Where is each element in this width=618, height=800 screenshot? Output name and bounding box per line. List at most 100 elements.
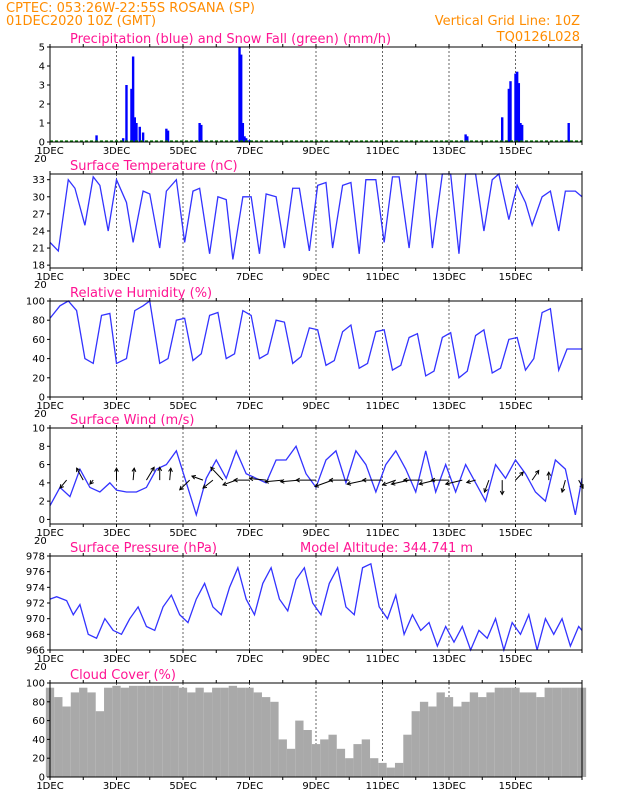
precip-bar [130,88,133,142]
cloud-bar [386,767,395,777]
y-tick-label: 970 [26,614,45,625]
wind-arrow-head [361,477,367,483]
x-tick-label: 11DEC [366,654,400,665]
x-tick-label: 13DEC [432,272,466,283]
cloud-bar [220,687,229,777]
cloud-bar [79,687,88,777]
cloud-bar [519,692,528,777]
wind-arrow [347,479,366,485]
cloud-bar [303,730,312,777]
wind-arrow [382,479,396,486]
y-tick-label: 60 [32,716,45,727]
y-tick-label: 40 [32,354,45,365]
y-tick-label: 2 [39,497,45,508]
cloud-bar [54,697,63,777]
x-tick-label: 1DEC [36,528,63,539]
x-tick-label: 15DEC [499,146,533,157]
cloud-bar [453,706,462,777]
wind-arrow-head [222,481,228,487]
cloud-bar [552,687,562,777]
y-tick-label: 5 [39,43,45,54]
wind-arrow-head [190,475,196,480]
precip-bar [239,54,243,142]
precip-bar [133,117,136,142]
y-tick-label: 974 [26,583,45,594]
x-tick-label: 3DEC [103,654,130,665]
y-tick-label: 972 [26,599,45,610]
x-tick-label: 5DEC [169,528,196,539]
wind-arrow [484,479,490,493]
panel-temp: 18 21 24 27 30 33 1DEC 3DEC 5DEC 7DEC 9DEC 11DEC 13D… [32,159,583,291]
x-tick-label: 15DEC [499,654,533,665]
y-tick-label: 0 [39,138,45,149]
wind-arrow-head [264,479,270,484]
wind-arrow [191,475,204,481]
cloud-bar [153,685,163,777]
cloud-bar [311,744,321,777]
wind-arrow [76,467,84,481]
x-cut-label: 20 [34,536,47,547]
wind-arrow-head [89,480,94,485]
press-line [49,562,583,653]
x-cut-label: 20 [34,409,47,420]
wind-arrow [179,479,190,491]
y-tick-label: 27 [32,209,45,220]
rh-line [49,299,582,379]
wind-arrow-head [131,467,137,472]
x-tick-label: 3DEC [103,781,130,792]
wind-arrow [391,479,410,485]
x-tick-label: 7DEC [236,272,263,283]
x-tick-label: 13DEC [432,781,466,792]
y-tick-label: 4 [39,478,45,489]
cloud-bar [436,692,445,777]
wind-arrow [561,479,566,493]
x-tick-label: 7DEC [236,146,263,157]
wind-arrow-head [328,477,334,483]
wind-arrow-head [346,481,352,486]
y-tick-label: 0 [39,393,45,404]
x-tick-label: 13DEC [432,401,466,412]
panel-title: Precipitation (blue) and Snow Fall (gree… [70,32,391,47]
y-tick-label: 4 [39,62,45,73]
cloud-bar [403,734,412,777]
wind-arrow [145,467,155,481]
wind-arrow-head [381,481,387,487]
panel-title: Surface Pressure (hPa) [70,541,217,556]
y-tick-label: 33 [32,175,45,186]
y-tick-label: 18 [32,261,45,272]
y-tick-label: 1 [39,119,45,130]
cloud-bar [320,739,329,777]
panel-title: Relative Humidity (%) [70,286,212,301]
y-tick-label: 968 [26,630,45,641]
wind-arrow-head [114,467,119,472]
x-tick-label: 5DEC [169,401,196,412]
cloud-bar [353,744,362,777]
wind-arrow [515,471,524,481]
wind-arrow [210,466,224,481]
x-tick-label: 9DEC [302,272,329,283]
cloud-bar [494,687,504,777]
wind-arrow-head [202,484,208,489]
x-tick-label: 7DEC [236,781,263,792]
precip-bar [95,135,98,142]
cloud-bar [162,685,171,777]
x-tick-label: 1DEC [36,146,63,157]
cloud-bar [561,687,570,777]
x-tick-label: 1DEC [36,781,63,792]
precip-bar [514,73,517,142]
x-tick-label: 9DEC [302,528,329,539]
x-tick-label: 13DEC [432,654,466,665]
cloud-bar [137,685,146,777]
cloud-bar [128,685,138,777]
wind-arrow-head [499,490,505,496]
cloud-bar [336,748,346,777]
y-tick-label: 80 [32,697,45,708]
wind-arrow-head [59,484,64,489]
cloud-bar [328,734,337,777]
wind-arrow-head [430,477,436,483]
precip-bar [165,128,168,142]
y-tick-label: 6 [39,460,45,471]
precip-bar [248,140,251,142]
cloud-bar [544,687,553,777]
cloud-bar [228,685,238,777]
